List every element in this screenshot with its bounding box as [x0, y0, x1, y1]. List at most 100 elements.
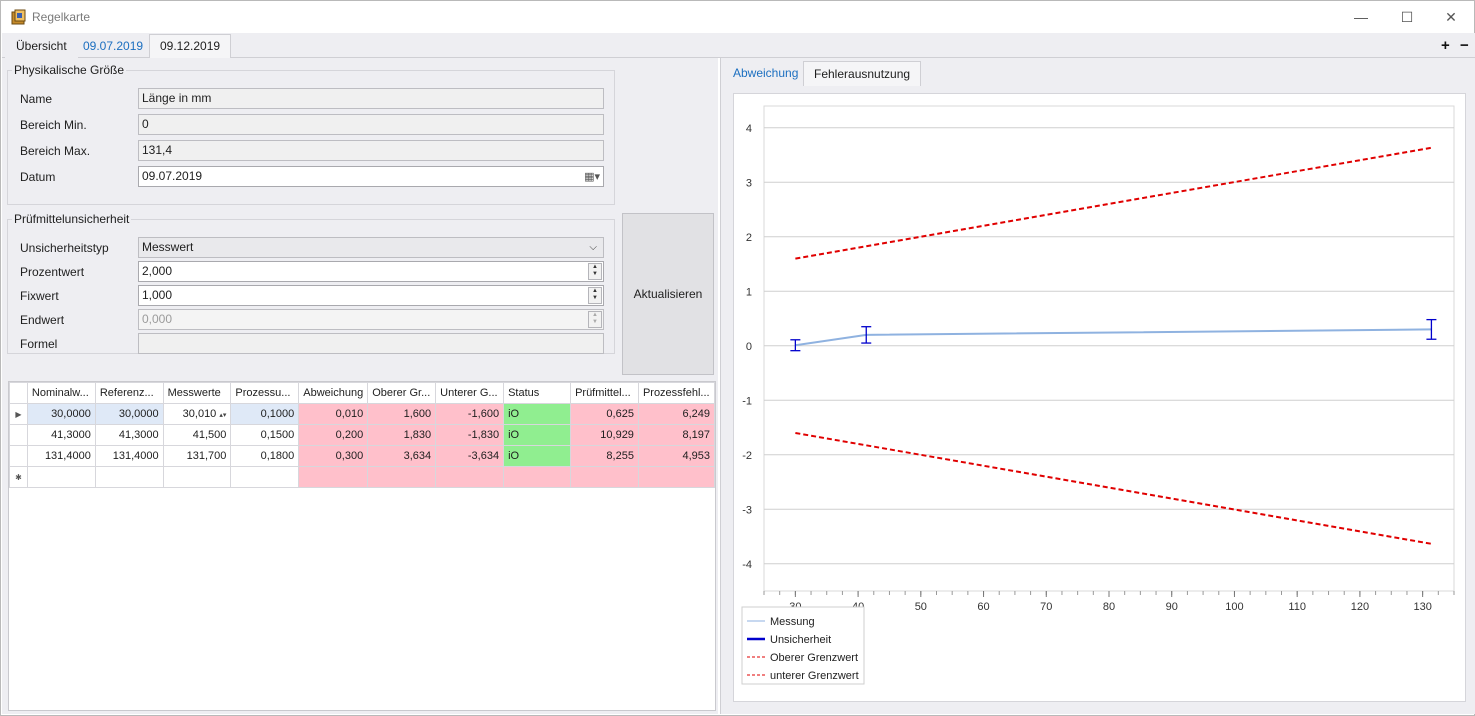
min-label: Bereich Min.: [20, 118, 87, 132]
x-tick-label: 130: [1413, 601, 1431, 613]
chart-panel: Abweichung Fehlerausnutzung 4 3 2 1 0 -1 -2 -3 -…: [720, 58, 1475, 714]
col-header-upper-limit[interactable]: Oberer Gr...: [367, 382, 437, 404]
table-cell[interactable]: 41,3000: [26, 424, 96, 446]
x-tick-label: 80: [1103, 601, 1115, 613]
tab-deviation[interactable]: Abweichung: [723, 61, 809, 86]
table-cell[interactable]: [26, 466, 96, 488]
add-tab-button[interactable]: +: [1441, 37, 1450, 54]
table-cell[interactable]: 131,4000: [26, 445, 96, 467]
table-cell[interactable]: -1,830: [435, 424, 505, 446]
table-row[interactable]: 131,4000 131,4000 131,700 0,1800 0,300 3…: [9, 445, 716, 467]
legend-label: Unsicherheit: [770, 634, 831, 646]
legend-box: [741, 606, 865, 685]
col-header-measured[interactable]: Messwerte: [162, 382, 232, 404]
fix-input[interactable]: 1,000 ▲ ▼: [138, 285, 604, 306]
table-cell[interactable]: -3,634: [435, 445, 505, 467]
spinner-icon[interactable]: ▴▾: [219, 412, 227, 419]
end-input: 0,000 ▲ ▼: [138, 309, 604, 330]
tab-09-12-2019[interactable]: 09.12.2019: [149, 34, 232, 58]
table-cell[interactable]: 6,249: [637, 403, 716, 425]
table-cell[interactable]: iO: [503, 445, 572, 467]
table-cell[interactable]: 1,830: [367, 424, 437, 446]
table-row[interactable]: 41,3000 41,3000 41,500 0,1500 0,200 1,83…: [9, 424, 716, 446]
table-row[interactable]: ▶ 30,0000 30,0000 30,010 ▴▾ 0,1000 0,010…: [9, 403, 716, 425]
col-header-gauge[interactable]: Prüfmittel...: [570, 382, 639, 404]
col-header-process-error[interactable]: Prozessfehl...: [637, 382, 716, 404]
table-cell[interactable]: 0,1800: [230, 445, 300, 467]
table-cell[interactable]: 8,197: [637, 424, 716, 446]
table-cell[interactable]: 0,200: [298, 424, 369, 446]
min-field[interactable]: 0: [138, 114, 604, 135]
remove-tab-button[interactable]: −: [1460, 37, 1469, 54]
y-tick-label: -4: [742, 559, 752, 571]
col-header-lower-limit[interactable]: Unterer G...: [435, 382, 505, 404]
date-field[interactable]: 09.07.2019 ▦▾: [138, 166, 604, 187]
max-field[interactable]: 131,4: [138, 140, 604, 161]
table-cell[interactable]: iO: [503, 403, 572, 425]
table-cell[interactable]: 0,1000: [230, 403, 300, 425]
table-cell[interactable]: 41,500: [162, 424, 232, 446]
table-cell[interactable]: [94, 466, 164, 488]
minimize-button[interactable]: —: [1338, 1, 1384, 33]
table-cell[interactable]: 30,010 ▴▾: [162, 403, 232, 425]
table-cell[interactable]: iO: [503, 424, 572, 446]
table-header-row: Nominalw... Referenz... Messwerte Prozes…: [9, 382, 716, 404]
tab-error-usage[interactable]: Fehlerausnutzung: [803, 61, 922, 86]
data-grid: Nominalw... Referenz... Messwerte Prozes…: [8, 381, 716, 711]
table-cell[interactable]: [230, 466, 300, 488]
table-cell[interactable]: 3,634: [367, 445, 437, 467]
tab-overview[interactable]: Übersicht: [5, 34, 78, 58]
fix-spinner[interactable]: ▲ ▼: [588, 287, 602, 304]
fix-label: Fixwert: [20, 289, 59, 303]
x-tick-label: 100: [1225, 601, 1243, 613]
col-header-deviation[interactable]: Abweichung: [298, 382, 369, 404]
table-cell[interactable]: 8,255: [570, 445, 639, 467]
close-button[interactable]: ✕: [1428, 1, 1474, 33]
calendar-icon[interactable]: ▦▾: [584, 171, 600, 183]
percent-input[interactable]: 2,000 ▲ ▼: [138, 261, 604, 282]
percent-spinner[interactable]: ▲ ▼: [588, 263, 602, 280]
x-tick-label: 70: [1040, 601, 1052, 613]
update-button[interactable]: Aktualisieren: [622, 213, 714, 375]
formula-field[interactable]: [138, 333, 604, 354]
table-cell[interactable]: [298, 466, 369, 488]
table-cell[interactable]: 131,700: [162, 445, 232, 467]
tab-09-07-2019[interactable]: 09.07.2019: [83, 39, 144, 53]
new-row[interactable]: ✱: [9, 466, 716, 488]
type-select[interactable]: Messwert ⌵: [138, 237, 604, 258]
table-cell[interactable]: 41,3000: [94, 424, 164, 446]
table-cell[interactable]: 4,953: [637, 445, 716, 467]
table-cell[interactable]: [367, 466, 437, 488]
row-indicator: ▶: [9, 403, 28, 425]
col-header-status[interactable]: Status: [503, 382, 572, 404]
table-cell[interactable]: 30,0000: [94, 403, 164, 425]
uncertainty-group: Prüfmittelunsicherheit Unsicherheitstyp …: [7, 212, 615, 354]
minimize-icon: —: [1354, 9, 1368, 25]
table-cell[interactable]: 10,929: [570, 424, 639, 446]
table-cell[interactable]: 0,300: [298, 445, 369, 467]
percent-label: Prozentwert: [20, 265, 85, 279]
y-tick-label: 0: [746, 341, 752, 353]
table-cell[interactable]: 131,4000: [94, 445, 164, 467]
col-header-process[interactable]: Prozessu...: [230, 382, 300, 404]
table-cell[interactable]: -1,600: [435, 403, 505, 425]
table-cell[interactable]: 1,600: [367, 403, 437, 425]
table-cell[interactable]: [503, 466, 572, 488]
table-cell[interactable]: 0,010: [298, 403, 369, 425]
left-panel: Physikalische Größe Name Länge in mm Ber…: [2, 58, 718, 714]
x-tick-label: 110: [1288, 601, 1306, 613]
col-header-reference[interactable]: Referenz...: [94, 382, 164, 404]
legend-label: unterer Grenzwert: [770, 670, 859, 682]
table-cell[interactable]: [162, 466, 232, 488]
table-cell[interactable]: 0,1500: [230, 424, 300, 446]
table-cell[interactable]: 0,625: [570, 403, 639, 425]
col-header-nominal[interactable]: Nominalw...: [26, 382, 96, 404]
maximize-button[interactable]: ☐: [1384, 1, 1430, 33]
table-cell[interactable]: [435, 466, 505, 488]
title-bar: Regelkarte — ☐ ✕: [1, 1, 1474, 33]
name-field[interactable]: Länge in mm: [138, 88, 604, 109]
table-cell[interactable]: [637, 466, 716, 488]
table-cell[interactable]: 30,0000: [26, 403, 96, 425]
table-cell[interactable]: [570, 466, 639, 488]
